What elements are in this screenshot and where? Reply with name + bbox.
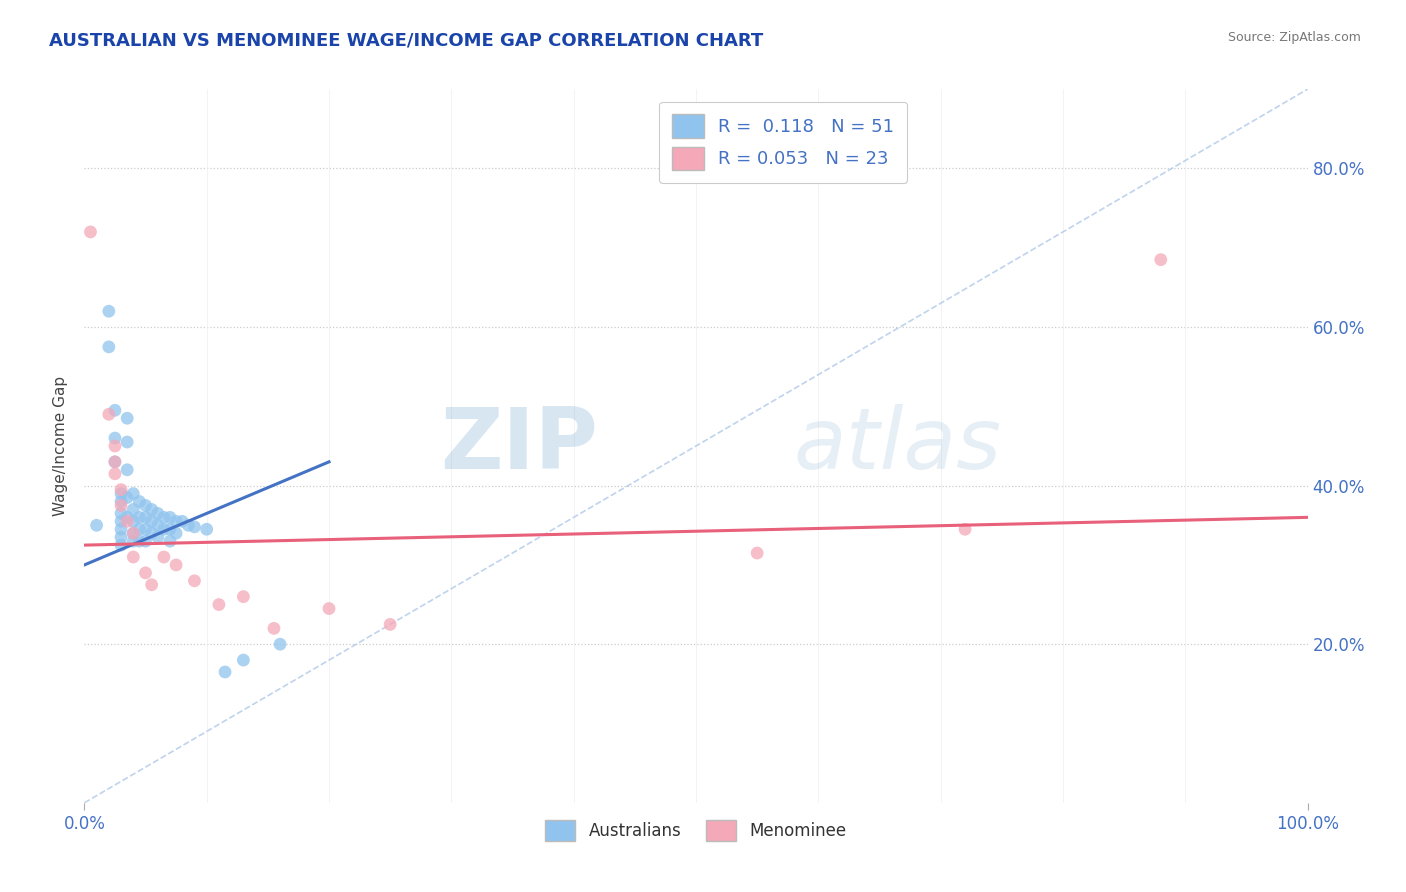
Point <box>953 522 976 536</box>
Point <box>115 435 138 450</box>
Point <box>104 455 127 469</box>
Point <box>122 502 145 516</box>
Point <box>232 653 254 667</box>
Point <box>232 590 254 604</box>
Point <box>146 518 169 533</box>
Point <box>110 507 132 521</box>
Point <box>135 510 157 524</box>
Point <box>110 522 132 536</box>
Point <box>141 502 163 516</box>
Point <box>110 499 132 513</box>
Point <box>153 522 176 536</box>
Point <box>104 403 127 417</box>
Point <box>97 304 120 318</box>
Point <box>128 494 150 508</box>
Point <box>110 483 132 497</box>
Point <box>110 494 132 508</box>
Point <box>110 514 132 528</box>
Y-axis label: Wage/Income Gap: Wage/Income Gap <box>53 376 69 516</box>
Point <box>122 526 145 541</box>
Point <box>141 514 163 528</box>
Point <box>104 455 127 469</box>
Point <box>159 522 181 536</box>
Point <box>141 526 163 541</box>
Point <box>165 526 187 541</box>
Point <box>110 538 132 552</box>
Point <box>115 411 138 425</box>
Point <box>135 534 157 549</box>
Text: AUSTRALIAN VS MENOMINEE WAGE/INCOME GAP CORRELATION CHART: AUSTRALIAN VS MENOMINEE WAGE/INCOME GAP … <box>49 31 763 49</box>
Point <box>110 486 132 500</box>
Point <box>122 549 145 564</box>
Point <box>214 665 236 679</box>
Point <box>208 598 231 612</box>
Point <box>153 510 176 524</box>
Point <box>104 467 127 481</box>
Point <box>159 510 181 524</box>
Point <box>97 407 120 421</box>
Point <box>1150 252 1173 267</box>
Point <box>172 514 194 528</box>
Point <box>128 534 150 549</box>
Point <box>115 463 138 477</box>
Text: atlas: atlas <box>794 404 1002 488</box>
Point <box>104 439 127 453</box>
Point <box>318 601 340 615</box>
Point <box>128 522 150 536</box>
Point <box>115 514 138 528</box>
Point <box>122 486 145 500</box>
Point <box>115 510 138 524</box>
Point <box>146 530 169 544</box>
Point <box>97 340 120 354</box>
Legend: Australians, Menominee: Australians, Menominee <box>538 814 853 848</box>
Point <box>146 507 169 521</box>
Point <box>165 558 187 572</box>
Point <box>122 534 145 549</box>
Point <box>159 534 181 549</box>
Point <box>183 520 205 534</box>
Point <box>380 617 402 632</box>
Point <box>183 574 205 588</box>
Point <box>141 578 163 592</box>
Point <box>747 546 769 560</box>
Point <box>128 510 150 524</box>
Point <box>269 637 291 651</box>
Point <box>153 549 176 564</box>
Text: Source: ZipAtlas.com: Source: ZipAtlas.com <box>1227 31 1361 45</box>
Point <box>195 522 218 536</box>
Text: ZIP: ZIP <box>440 404 598 488</box>
Point <box>135 522 157 536</box>
Point <box>86 518 108 533</box>
Point <box>110 530 132 544</box>
Point <box>165 514 187 528</box>
Point <box>135 499 157 513</box>
Point <box>263 621 285 635</box>
Point <box>79 225 101 239</box>
Point <box>122 526 145 541</box>
Point <box>177 518 200 533</box>
Point <box>122 514 145 528</box>
Point <box>104 431 127 445</box>
Point <box>115 491 138 505</box>
Point <box>135 566 157 580</box>
